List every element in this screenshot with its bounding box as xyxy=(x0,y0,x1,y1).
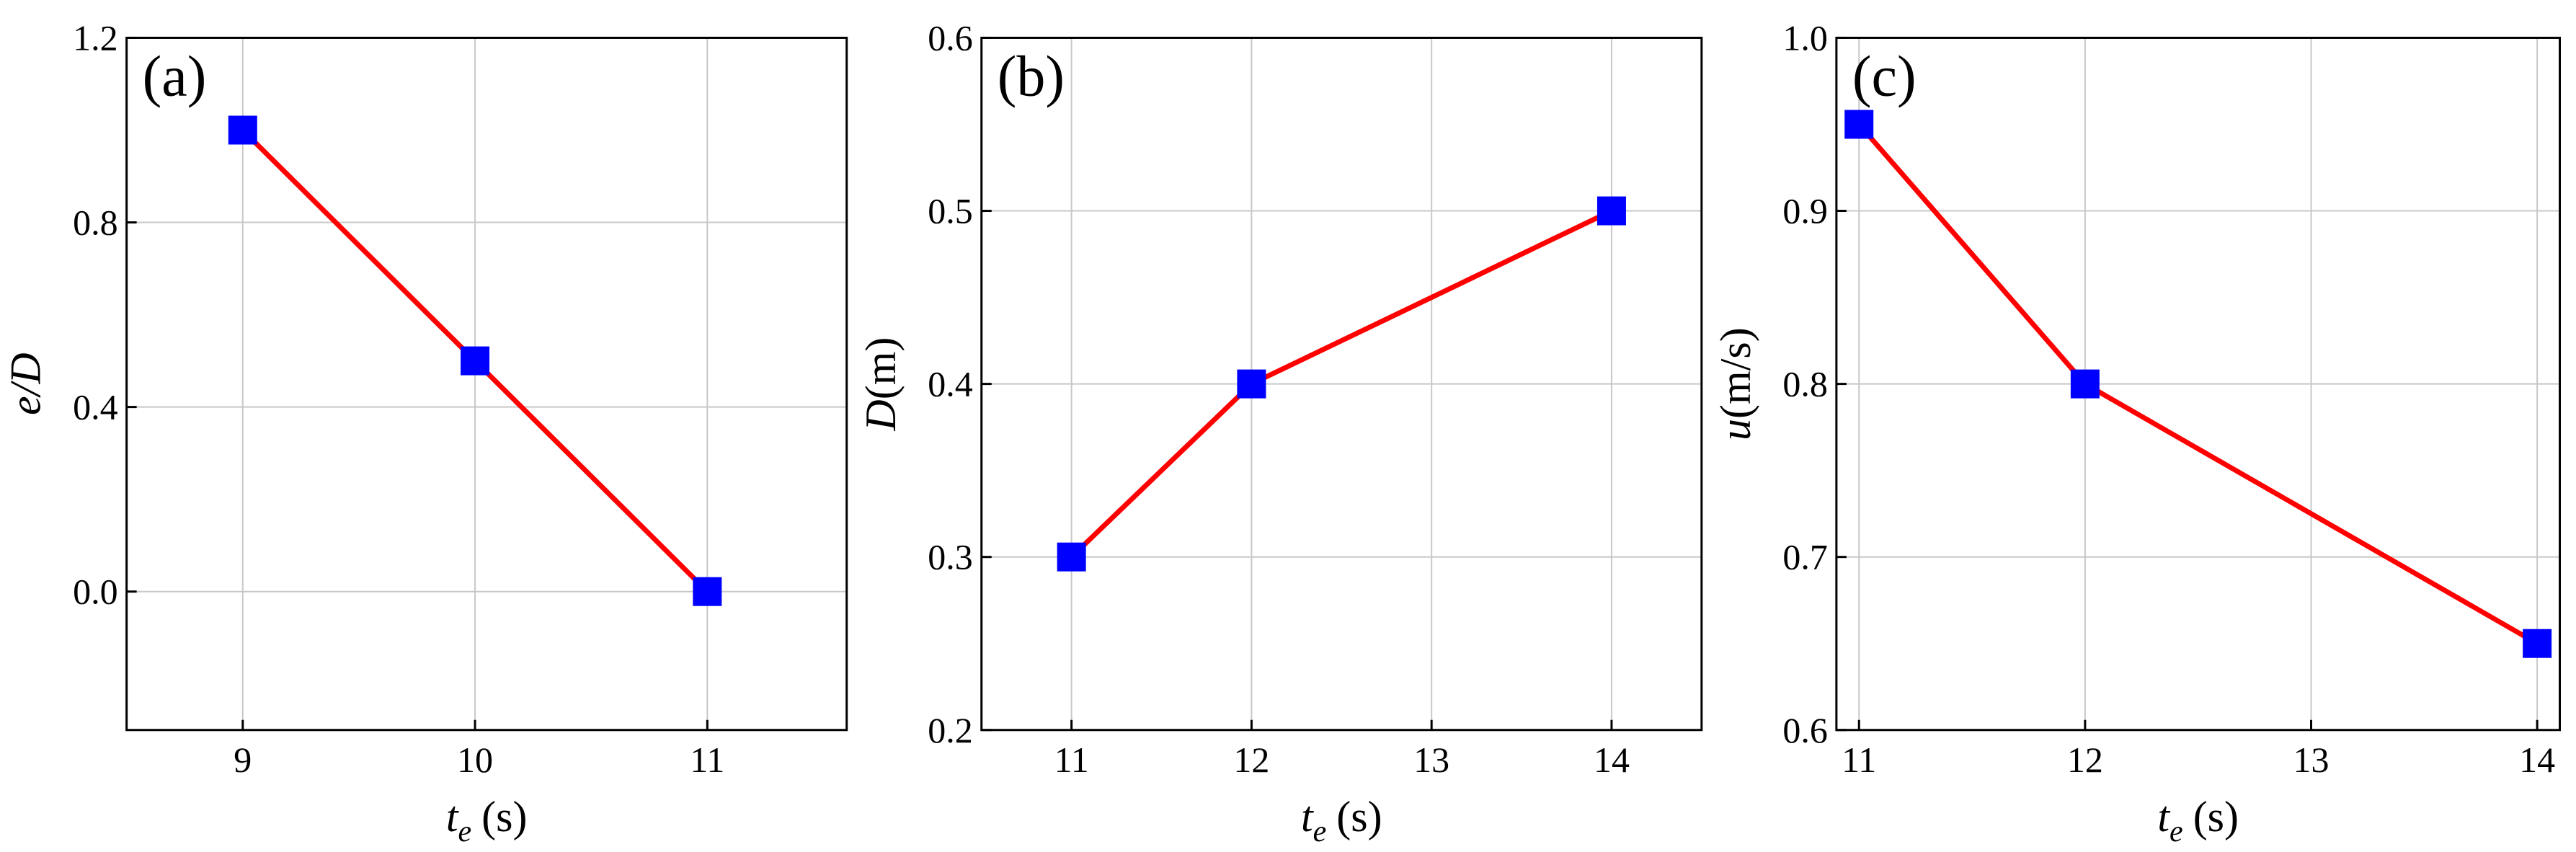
marker xyxy=(228,115,257,145)
x-axis-label: te (s) xyxy=(1301,793,1382,848)
x-axis-label: te (s) xyxy=(446,793,528,848)
x-axis-label: te (s) xyxy=(2157,793,2239,848)
marker xyxy=(1596,196,1626,226)
x-tick-label: 13 xyxy=(1413,740,1449,780)
y-axis-label: e/D xyxy=(2,352,50,415)
y-tick-label: 0.3 xyxy=(928,537,973,577)
marker xyxy=(1237,369,1266,399)
y-tick-label: 0.7 xyxy=(1782,537,1828,577)
panel-label: (a) xyxy=(143,45,207,108)
y-tick-label: 0.4 xyxy=(73,387,118,427)
x-label-unit: (s) xyxy=(2193,793,2239,840)
x-label-unit: (s) xyxy=(481,793,527,840)
marker xyxy=(1844,110,1874,139)
y-tick-label: 0.6 xyxy=(1782,710,1828,750)
y-label-symbol: D xyxy=(857,399,905,431)
x-tick-label: 13 xyxy=(2293,740,2329,780)
y-tick-label: 0.4 xyxy=(928,364,973,404)
y-axis-label: u(m/s) xyxy=(1712,327,1759,440)
marker xyxy=(461,346,490,376)
x-tick-label: 12 xyxy=(1233,740,1269,780)
y-tick-label: 0.5 xyxy=(928,191,973,231)
y-label-symbol: u xyxy=(1712,419,1759,440)
y-label-unit: (m) xyxy=(857,337,905,400)
y-tick-label: 0.0 xyxy=(73,572,118,612)
x-label-subscript: e xyxy=(2169,815,2183,848)
marker xyxy=(2523,629,2552,658)
marker xyxy=(693,577,722,606)
x-label-symbol: t xyxy=(2157,793,2170,840)
panel-label: (b) xyxy=(998,45,1065,108)
x-label-unit: (s) xyxy=(1336,793,1382,840)
y-label-unit: (m/s) xyxy=(1712,327,1759,419)
x-label-subscript: e xyxy=(458,815,472,848)
y-tick-label: 0.6 xyxy=(928,17,973,58)
y-tick-label: 0.2 xyxy=(928,710,973,750)
panel-label: (c) xyxy=(1852,45,1917,108)
x-tick-label: 14 xyxy=(2519,740,2555,780)
x-label-symbol: t xyxy=(446,793,459,840)
plot-frame xyxy=(980,36,1703,732)
y-tick-label: 0.9 xyxy=(1782,191,1828,231)
y-label-symbol: e/D xyxy=(2,352,50,415)
y-tick-label: 0.8 xyxy=(73,203,118,243)
y-tick-label: 0.8 xyxy=(1782,364,1828,404)
marker xyxy=(1057,542,1086,572)
y-tick-label: 1.0 xyxy=(1782,17,1828,58)
x-tick-label: 9 xyxy=(234,740,252,780)
marker xyxy=(2070,369,2100,399)
plot-frame xyxy=(125,36,848,732)
y-tick-label: 1.2 xyxy=(73,17,118,58)
x-label-symbol: t xyxy=(1301,793,1314,840)
x-tick-label: 11 xyxy=(1054,740,1089,780)
x-tick-label: 12 xyxy=(2067,740,2103,780)
x-tick-label: 10 xyxy=(457,740,493,780)
plot-frame xyxy=(1835,36,2562,732)
x-tick-label: 11 xyxy=(1842,740,1876,780)
x-tick-label: 11 xyxy=(690,740,724,780)
y-axis-label: D(m) xyxy=(857,337,905,432)
x-tick-label: 14 xyxy=(1594,740,1630,780)
x-label-subscript: e xyxy=(1313,815,1327,848)
